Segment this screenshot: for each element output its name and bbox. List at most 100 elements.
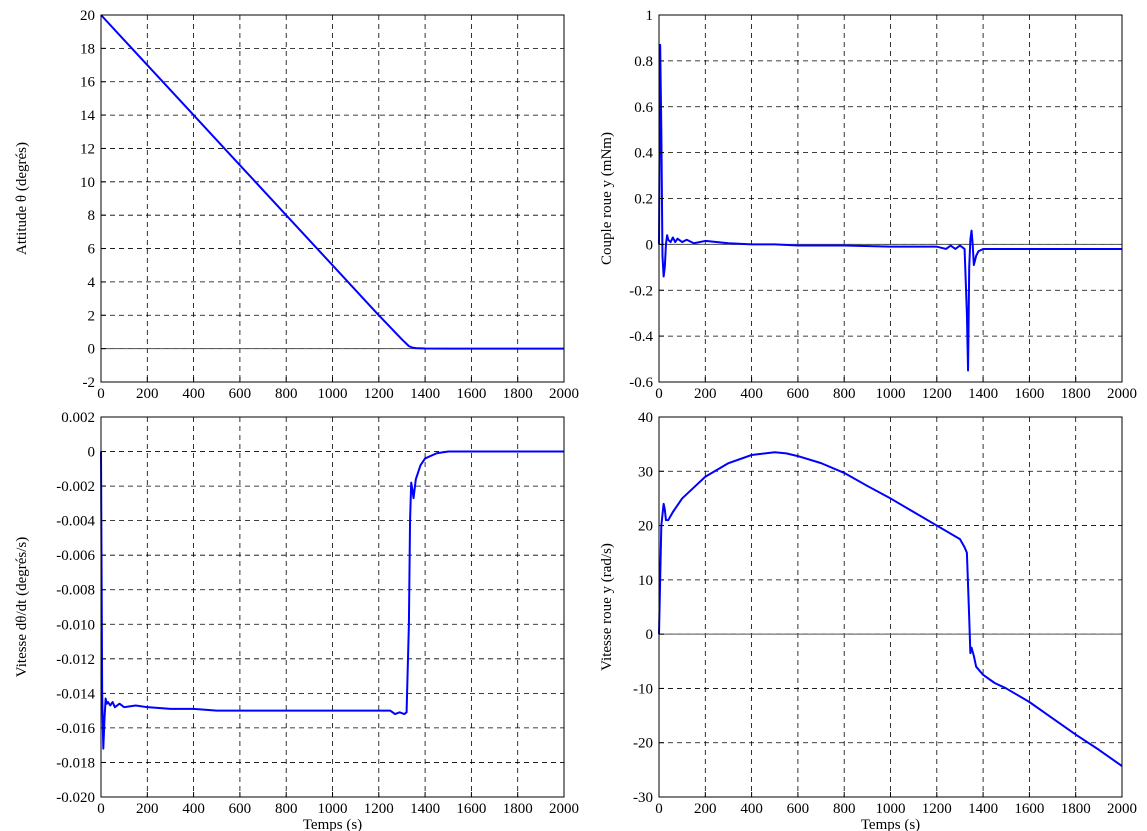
x-tick-label: 200 bbox=[136, 801, 159, 817]
x-tick-label: 1000 bbox=[876, 386, 906, 402]
x-axis-label: Temps (s) bbox=[861, 817, 920, 831]
vitesse-theta-chart: 0 200 400 600 800 1000 1200 1400 1600 1800 2000 -0.… bbox=[14, 410, 579, 831]
y-tick-label: 0.4 bbox=[634, 146, 653, 162]
x-tick-label: 600 bbox=[229, 386, 252, 402]
y-tick-label: 0.8 bbox=[634, 54, 653, 70]
x-tick-label: 0 bbox=[655, 386, 663, 402]
x-tick-label: 1400 bbox=[410, 386, 440, 402]
x-tick-label: 400 bbox=[740, 386, 763, 402]
x-tick-label: 2000 bbox=[549, 801, 579, 817]
y-tick-label: -0.016 bbox=[56, 721, 95, 737]
y-tick-label: -2 bbox=[83, 375, 96, 391]
y-tick-label: -20 bbox=[633, 736, 653, 752]
x-axis-label: Temps (s) bbox=[303, 817, 362, 831]
x-tick-label: 2000 bbox=[1107, 801, 1137, 817]
x-tick-label: 1600 bbox=[456, 386, 486, 402]
x-tick-label: 1200 bbox=[922, 386, 952, 402]
y-tick-label: 18 bbox=[80, 41, 95, 57]
x-tick-label: 1800 bbox=[1061, 386, 1091, 402]
x-tick-label: 400 bbox=[740, 801, 763, 817]
x-tick-label: 1200 bbox=[922, 801, 952, 817]
x-tick-label: 200 bbox=[136, 386, 159, 402]
y-tick-label: 0.002 bbox=[61, 410, 95, 426]
y-tick-label: -30 bbox=[633, 790, 653, 806]
y-tick-label: 2 bbox=[88, 308, 96, 324]
x-tick-label: 1000 bbox=[318, 801, 348, 817]
series-line bbox=[658, 43, 1122, 372]
x-tick-label: 200 bbox=[694, 386, 717, 402]
x-tick-label: 1400 bbox=[968, 386, 998, 402]
x-tick-label: 800 bbox=[833, 801, 856, 817]
couple-chart: 0 200 400 600 800 1000 1200 1400 1600 1800 2000 -0.… bbox=[599, 8, 1137, 402]
x-tick-label: 600 bbox=[787, 801, 810, 817]
y-tick-label: -0.2 bbox=[629, 283, 653, 299]
y-axis-label: Vitesse dθ/dt (degrés/s) bbox=[14, 537, 30, 677]
y-tick-label: 0 bbox=[88, 445, 96, 461]
x-tick-label: 1800 bbox=[503, 386, 533, 402]
x-tick-label: 2000 bbox=[1107, 386, 1137, 402]
x-tick-label: 1600 bbox=[1014, 386, 1044, 402]
y-tick-label: 8 bbox=[88, 208, 96, 224]
x-tick-label: 1600 bbox=[456, 801, 486, 817]
y-tick-label: -0.010 bbox=[56, 617, 95, 633]
x-tick-label: 1000 bbox=[876, 801, 906, 817]
y-axis-label: Attitude θ (degrés) bbox=[14, 142, 30, 255]
x-tick-label: 1000 bbox=[318, 386, 348, 402]
y-tick-label: -0.018 bbox=[56, 755, 95, 771]
x-tick-label: 1400 bbox=[968, 801, 998, 817]
x-tick-label: 0 bbox=[655, 801, 663, 817]
y-tick-label: 0 bbox=[88, 342, 96, 358]
x-tick-label: 0 bbox=[97, 801, 105, 817]
y-tick-label: -0.002 bbox=[56, 479, 95, 495]
y-tick-label: -0.020 bbox=[56, 790, 95, 806]
x-tick-label: 400 bbox=[182, 801, 205, 817]
x-tick-label: 1600 bbox=[1014, 801, 1044, 817]
y-tick-label: 12 bbox=[80, 141, 95, 157]
y-tick-label: -0.6 bbox=[629, 375, 653, 391]
y-tick-label: 20 bbox=[638, 519, 653, 535]
y-tick-label: -0.004 bbox=[56, 514, 95, 530]
y-tick-label: 0.2 bbox=[634, 192, 653, 208]
x-tick-label: 1400 bbox=[410, 801, 440, 817]
x-tick-label: 800 bbox=[275, 386, 298, 402]
y-tick-label: 0 bbox=[646, 237, 654, 253]
attitude-chart: 0 200 400 600 800 1000 1200 1400 1600 1800 2000-20… bbox=[14, 8, 579, 402]
y-tick-label: 20 bbox=[80, 8, 95, 24]
y-tick-label: 30 bbox=[638, 464, 653, 480]
y-tick-label: 1 bbox=[646, 8, 654, 24]
series-line bbox=[658, 451, 1123, 767]
x-tick-label: 800 bbox=[275, 801, 298, 817]
y-tick-label: -0.4 bbox=[629, 329, 653, 345]
y-tick-label: -0.012 bbox=[56, 652, 95, 668]
series-line bbox=[100, 14, 564, 350]
y-tick-label: 0.6 bbox=[634, 100, 653, 116]
y-axis-label: Vitesse roue y (rad/s) bbox=[599, 543, 615, 671]
x-tick-label: 1200 bbox=[364, 386, 394, 402]
x-tick-label: 200 bbox=[694, 801, 717, 817]
y-tick-label: 10 bbox=[80, 175, 95, 191]
y-axis-label: Couple roue y (mNm) bbox=[599, 132, 615, 265]
y-tick-label: 6 bbox=[88, 242, 96, 258]
series-line bbox=[100, 450, 564, 750]
vitesse-roue-chart: 0 200 400 600 800 1000 1200 1400 1600 1800 2000-30… bbox=[599, 410, 1137, 831]
y-tick-label: -0.006 bbox=[56, 548, 95, 564]
x-tick-label: 600 bbox=[787, 386, 810, 402]
x-tick-label: 400 bbox=[182, 386, 205, 402]
x-tick-label: 2000 bbox=[549, 386, 579, 402]
y-tick-label: -0.008 bbox=[56, 583, 95, 599]
x-tick-label: 1200 bbox=[364, 801, 394, 817]
y-tick-label: 16 bbox=[80, 75, 96, 91]
x-tick-label: 600 bbox=[229, 801, 252, 817]
x-tick-label: 1800 bbox=[1061, 801, 1091, 817]
y-tick-label: -0.014 bbox=[56, 686, 95, 702]
x-tick-label: 0 bbox=[97, 386, 105, 402]
y-tick-label: 14 bbox=[80, 108, 96, 124]
y-tick-label: 10 bbox=[638, 573, 653, 589]
y-tick-label: 0 bbox=[646, 627, 654, 643]
y-tick-label: 4 bbox=[88, 275, 96, 291]
x-tick-label: 800 bbox=[833, 386, 856, 402]
x-tick-label: 1800 bbox=[503, 801, 533, 817]
y-tick-label: 40 bbox=[638, 410, 653, 426]
y-tick-label: -10 bbox=[633, 681, 653, 697]
